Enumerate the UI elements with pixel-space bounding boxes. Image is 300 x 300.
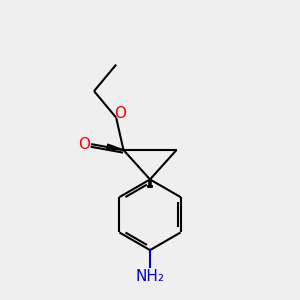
Polygon shape: [107, 144, 124, 150]
Text: NH₂: NH₂: [136, 269, 164, 284]
Text: O: O: [78, 136, 90, 152]
Text: O: O: [115, 106, 127, 121]
